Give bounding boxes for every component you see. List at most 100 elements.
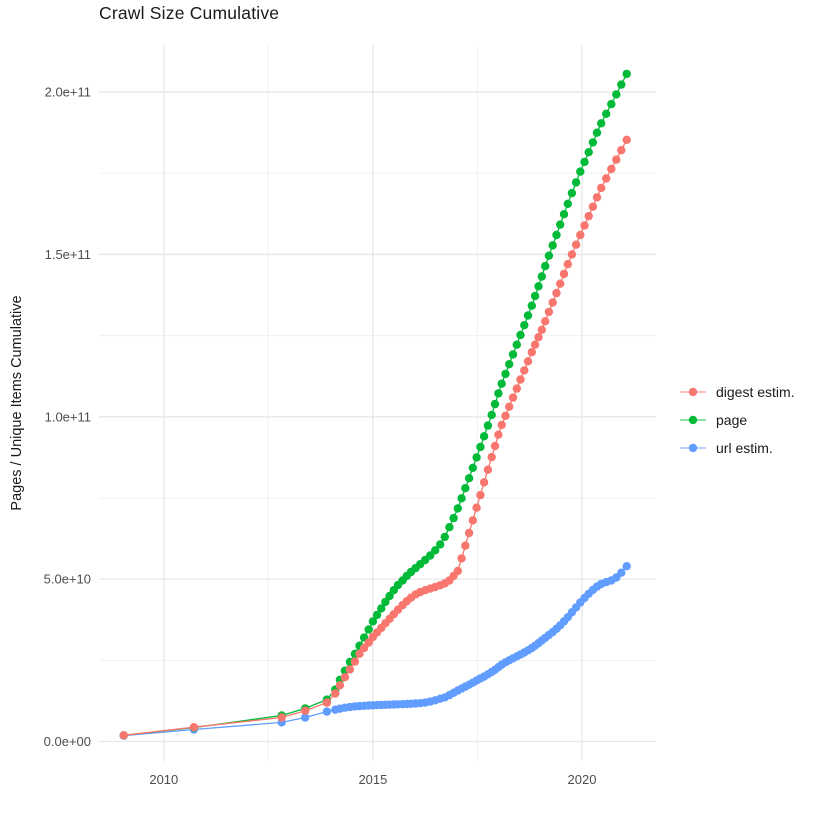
data-point-page bbox=[530, 291, 540, 301]
data-point-page bbox=[548, 241, 557, 250]
data-point-digest-estim- bbox=[359, 643, 369, 653]
data-point-url-estim- bbox=[301, 713, 310, 722]
data-point-page bbox=[597, 119, 606, 128]
data-point-page bbox=[457, 494, 466, 503]
data-point-url-estim- bbox=[622, 562, 631, 571]
data-point-digest-estim- bbox=[530, 340, 540, 349]
data-point-page bbox=[588, 138, 598, 147]
data-point-digest-estim- bbox=[331, 689, 340, 698]
data-point-digest-estim- bbox=[301, 706, 310, 715]
data-point-page bbox=[372, 610, 382, 620]
data-point-digest-estim- bbox=[563, 260, 572, 269]
data-point-digest-estim- bbox=[516, 375, 525, 384]
data-point-digest-estim- bbox=[556, 279, 565, 288]
data-point-digest-estim- bbox=[487, 452, 496, 462]
data-point-digest-estim- bbox=[584, 211, 593, 221]
legend-label: url estim. bbox=[716, 440, 773, 456]
data-point-page bbox=[617, 80, 626, 89]
data-point-url-estim- bbox=[322, 707, 332, 716]
data-point-page bbox=[487, 410, 496, 420]
data-point-page bbox=[544, 251, 554, 260]
data-point-page bbox=[534, 282, 543, 291]
data-point-digest-estim- bbox=[505, 402, 514, 411]
data-point-page bbox=[612, 90, 621, 99]
data-point-page bbox=[592, 128, 602, 137]
data-point-digest-estim- bbox=[534, 333, 543, 342]
data-point-page bbox=[453, 504, 462, 513]
data-point-page bbox=[472, 453, 481, 462]
data-point-page bbox=[571, 178, 581, 187]
data-point-page bbox=[505, 360, 514, 369]
data-point-page bbox=[431, 546, 440, 555]
data-point-page bbox=[381, 597, 390, 607]
y-axis-tick-label: 0.0e+00 bbox=[44, 734, 91, 749]
data-point-page bbox=[607, 99, 616, 109]
data-point-url-estim- bbox=[617, 568, 626, 577]
data-point-digest-estim- bbox=[559, 269, 569, 279]
data-point-digest-estim- bbox=[189, 723, 199, 732]
data-point-page bbox=[537, 272, 546, 281]
data-point-digest-estim- bbox=[607, 164, 616, 174]
data-point-digest-estim- bbox=[453, 566, 462, 576]
data-point-page bbox=[468, 463, 477, 472]
data-point-page bbox=[436, 540, 445, 549]
data-point-digest-estim- bbox=[588, 202, 598, 211]
data-point-digest-estim- bbox=[576, 230, 585, 240]
data-point-page bbox=[584, 148, 593, 157]
data-point-digest-estim- bbox=[490, 441, 500, 451]
data-point-digest-estim- bbox=[597, 183, 606, 193]
legend-item-url-estim-: url estim. bbox=[680, 434, 795, 462]
series-line-url-estim- bbox=[123, 565, 628, 737]
data-point-page bbox=[559, 210, 569, 219]
data-point-digest-estim- bbox=[527, 348, 536, 357]
data-point-page bbox=[385, 591, 394, 601]
data-point-digest-estim- bbox=[544, 307, 554, 317]
data-point-page bbox=[464, 474, 474, 483]
data-point-page bbox=[364, 625, 373, 634]
data-point-digest-estim- bbox=[622, 135, 631, 144]
x-axis-tick-label: 2020 bbox=[568, 772, 597, 787]
data-point-digest-estim- bbox=[537, 325, 546, 334]
data-point-page bbox=[552, 230, 561, 240]
data-point-page bbox=[476, 442, 485, 452]
data-point-page bbox=[520, 321, 529, 330]
data-point-digest-estim- bbox=[567, 250, 577, 259]
legend-key-icon bbox=[680, 387, 706, 397]
data-point-digest-estim- bbox=[541, 317, 550, 326]
data-point-digest-estim- bbox=[602, 174, 611, 183]
data-point-page bbox=[556, 220, 565, 229]
series-line-page bbox=[123, 73, 628, 736]
data-point-digest-estim- bbox=[592, 193, 602, 202]
y-axis-tick-label: 5.0e+10 bbox=[44, 572, 91, 587]
x-axis-tick-label: 2015 bbox=[358, 772, 387, 787]
data-point-page bbox=[516, 330, 525, 340]
data-point-digest-estim- bbox=[501, 411, 510, 420]
data-point-digest-estim- bbox=[497, 420, 506, 430]
data-point-page bbox=[377, 604, 386, 613]
data-point-page bbox=[461, 484, 470, 493]
data-point-digest-estim- bbox=[580, 221, 589, 230]
data-point-digest-estim- bbox=[461, 541, 470, 550]
legend-item-page: page bbox=[680, 406, 795, 434]
y-axis-tick-label: 1.0e+11 bbox=[45, 409, 91, 424]
data-point-digest-estim- bbox=[512, 384, 521, 393]
series-line-digest-estim- bbox=[123, 139, 628, 736]
data-point-digest-estim- bbox=[277, 713, 286, 722]
chart-title: Crawl Size Cumulative bbox=[99, 3, 280, 23]
data-point-digest-estim- bbox=[494, 430, 503, 439]
data-point-digest-estim- bbox=[552, 288, 561, 298]
data-point-page bbox=[501, 369, 510, 379]
data-point-page bbox=[622, 69, 631, 79]
data-point-page bbox=[576, 167, 585, 176]
data-point-digest-estim- bbox=[464, 528, 474, 538]
data-point-digest-estim- bbox=[340, 673, 350, 682]
y-axis-tick-label: 2.0e+11 bbox=[45, 85, 91, 100]
data-point-page bbox=[523, 311, 533, 320]
data-point-digest-estim- bbox=[119, 731, 128, 740]
data-point-page bbox=[426, 551, 435, 560]
data-point-digest-estim- bbox=[350, 657, 360, 666]
data-point-digest-estim- bbox=[508, 393, 518, 402]
data-point-digest-estim- bbox=[345, 665, 355, 674]
data-point-digest-estim- bbox=[523, 357, 533, 366]
